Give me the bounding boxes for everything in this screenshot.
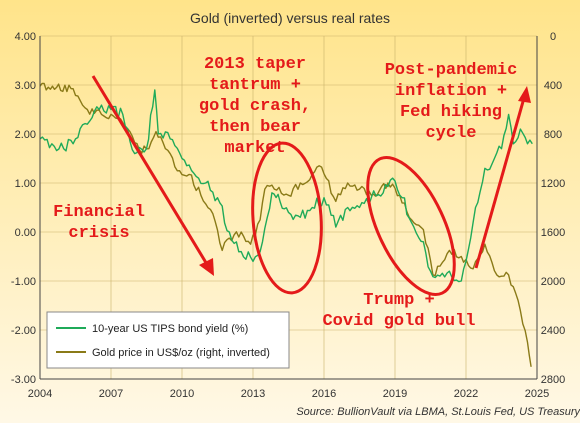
annotation-trump-covid: Trump + Covid gold bull (322, 291, 475, 331)
annotation-line: Trump + (363, 291, 434, 310)
legend-box (46, 311, 290, 369)
x-tick-label: 2025 (525, 388, 549, 400)
tick-layer: 4.00 3.00 2.00 1.00 0.00 -1.00 -2.00 -3.00 0 400 8… (11, 31, 565, 400)
right-tick-label: 2400 (541, 325, 565, 337)
left-tick-label: -1.00 (11, 276, 36, 288)
left-tick-label: 3.00 (15, 80, 36, 92)
x-tick-label: 2007 (99, 388, 123, 400)
left-tick-label: 1.00 (15, 178, 36, 190)
financial-crisis-arrow-shaft (91, 75, 210, 267)
left-tick-label: 2.00 (15, 129, 36, 141)
financial-crisis-arrowhead (199, 258, 214, 276)
annotation-line: cycle (425, 124, 476, 143)
x-tick-label: 2019 (383, 388, 407, 400)
x-tick-label: 2010 (170, 388, 194, 400)
left-tick-label: 4.00 (15, 31, 36, 43)
annotation-line: crisis (68, 224, 129, 243)
fed-hiking-arrow-shaft (474, 97, 526, 269)
source-note: Source: BullionVault via LBMA, St.Louis … (296, 406, 580, 418)
trump-covid-ellipse (366, 155, 456, 297)
annotation-line: then bear (209, 118, 301, 137)
chart-title: Gold (inverted) versus real rates (190, 10, 390, 26)
left-tick-label: -3.00 (11, 374, 36, 386)
right-tick-label: 1600 (541, 227, 565, 239)
right-tick-label: 2800 (541, 374, 565, 386)
axis-layer (39, 36, 538, 380)
annotation-taper-tantrum: 2013 taper tantrum + gold crash, then bear m… (199, 55, 311, 158)
annotation-line: inflation + (395, 82, 507, 101)
x-tick-label: 2016 (312, 388, 336, 400)
x-tick-label: 2004 (28, 388, 52, 400)
arrow-layer (91, 75, 531, 276)
right-tick-label: 400 (544, 80, 562, 92)
annotation-line: Covid gold bull (322, 312, 475, 331)
annotation-post-pandemic: Post-pandemic inflation + Fed hiking cycle (385, 61, 518, 143)
right-tick-label: 1200 (541, 178, 565, 190)
series-line-tips (39, 89, 533, 283)
right-tick-label: 0 (550, 31, 556, 43)
annotation-line: Fed hiking (400, 103, 502, 122)
legend-label-gold: Gold price in US$/oz (right, inverted) (92, 347, 270, 359)
annotation-financial-crisis: Financial crisis (53, 203, 145, 243)
ellipse-layer (251, 141, 456, 297)
legend-label-tips: 10-year US TIPS bond yield (%) (92, 323, 248, 335)
annotation-line: market (224, 139, 285, 158)
right-tick-label: 800 (544, 129, 562, 141)
x-tick-label: 2013 (241, 388, 265, 400)
annotation-line: gold crash, (199, 97, 311, 116)
left-tick-label: 0.00 (15, 227, 36, 239)
fed-hiking-arrowhead (518, 86, 531, 103)
annotation-line: Financial (53, 203, 145, 222)
legend: 10-year US TIPS bond yield (%) Gold pric… (46, 311, 290, 369)
annotation-line: 2013 taper (204, 55, 306, 74)
taper-tantrum-ellipse (251, 141, 323, 295)
annotation-line: tantrum + (209, 76, 301, 95)
left-tick-label: -2.00 (11, 325, 36, 337)
right-tick-label: 2000 (541, 276, 565, 288)
annotation-layer: 2013 taper tantrum + gold crash, then bear m… (53, 55, 517, 331)
annotation-line: Post-pandemic (385, 61, 518, 80)
x-tick-label: 2022 (454, 388, 478, 400)
